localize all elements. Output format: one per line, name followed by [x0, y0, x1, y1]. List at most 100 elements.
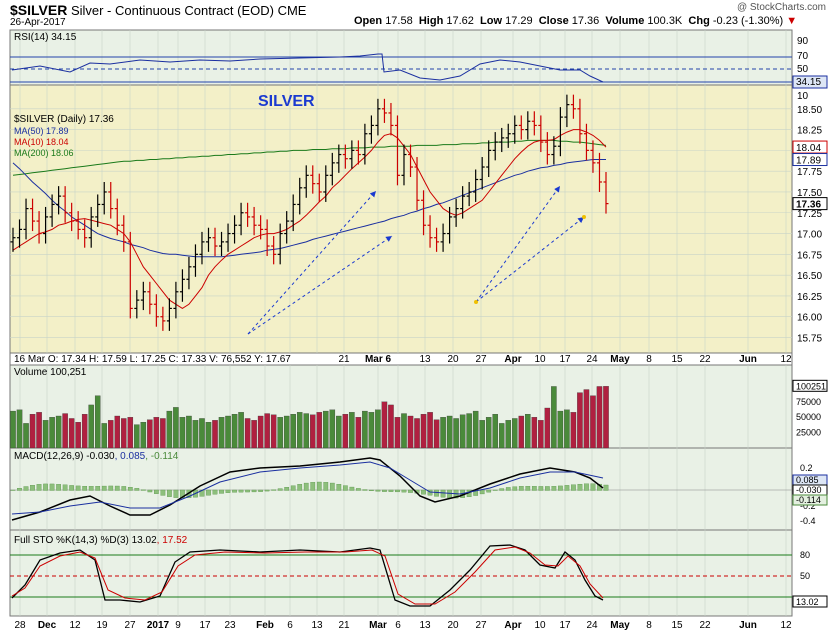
volume-bar	[62, 413, 68, 449]
price-bar	[108, 181, 114, 219]
mid-axis-label: 24	[586, 354, 598, 365]
macd-signal-line	[11, 461, 604, 515]
symbol: $SILVER	[10, 2, 68, 18]
mid-axis-label: 22	[699, 354, 711, 365]
high-label: High	[418, 15, 444, 27]
macd-hist-bar	[310, 482, 316, 491]
macd-hist-bar	[512, 486, 518, 491]
macd-hist-bar	[56, 484, 61, 491]
macd-histogram	[10, 481, 609, 499]
macd-hist-bar	[447, 489, 452, 499]
volume-bar	[205, 422, 212, 449]
high-value: 17.62	[446, 15, 474, 27]
low-label: Low	[480, 15, 503, 27]
volume-tick-label: 25000	[796, 428, 821, 438]
macd-hist-bar	[271, 489, 277, 491]
price-bar	[186, 256, 192, 290]
price-bar	[173, 281, 179, 319]
macd-hist-bar	[388, 489, 394, 492]
volume-bars	[10, 386, 609, 449]
sto-last-box	[792, 595, 828, 608]
ma50-line	[12, 159, 606, 258]
volume-bar	[264, 413, 270, 449]
date-axis-label: 17	[199, 620, 211, 631]
rsi-tick-70: 70	[797, 51, 809, 62]
macd-hist-bar	[499, 488, 505, 491]
volume-bar	[518, 415, 525, 449]
price-bar	[590, 140, 596, 173]
volume-bar	[355, 417, 362, 449]
volume-bar	[329, 409, 336, 449]
date-axis-label: 28	[14, 620, 26, 631]
price-bar	[271, 236, 277, 265]
price-bar	[225, 223, 231, 252]
volume-bar	[583, 389, 590, 449]
macd-hist-bar	[284, 487, 290, 491]
instrument-name: Silver - Continuous Contract (EOD)	[70, 3, 274, 18]
price-bar	[355, 140, 361, 165]
macd-legend-macd: -0.030	[86, 451, 115, 462]
macd-legend: MACD(12,26,9) -0.030, 0.085, -0.114	[14, 451, 179, 462]
volume-bar	[225, 415, 231, 449]
macd-tick-2: -0.2	[800, 501, 816, 511]
macd-hist-bar	[518, 486, 524, 491]
price-bar	[140, 281, 146, 311]
macd-hist-bar	[88, 486, 94, 491]
price-last-label: 18.04	[796, 143, 821, 154]
price-bar	[147, 281, 153, 315]
price-bar	[447, 206, 453, 244]
date-axis-label: 27	[124, 620, 136, 631]
price-bar	[505, 123, 511, 148]
macd-hist-bar	[238, 489, 244, 493]
date-axis-label: 22	[699, 620, 711, 631]
date-axis-label: Jun	[739, 620, 757, 631]
volume-bar	[531, 417, 538, 449]
macd-hist-bar	[264, 489, 270, 492]
volume-bar	[23, 423, 29, 449]
volume-bar	[173, 407, 179, 449]
exchange: CME	[277, 3, 307, 18]
volume-bar	[466, 413, 472, 449]
chart-date: 26-Apr-2017	[10, 17, 66, 28]
volume-bar	[414, 418, 420, 449]
volume-bar	[134, 424, 140, 449]
volume-bar	[160, 418, 166, 449]
macd-hist-bar	[225, 489, 231, 493]
price-tick-label: 17.75	[797, 167, 822, 178]
macd-hist-bar	[277, 488, 283, 491]
volume-bar	[55, 415, 62, 449]
volume-bar	[342, 414, 349, 449]
volume-bar	[596, 386, 603, 449]
price-bar	[460, 186, 466, 219]
volume-bar	[512, 418, 518, 449]
price-legend: $SILVER (Daily) 17.36	[14, 114, 114, 125]
volume-bar	[472, 410, 479, 449]
price-bar	[525, 111, 531, 140]
price-bar	[479, 157, 485, 190]
ma50-legend: MA(50) 17.89	[14, 126, 69, 136]
macd-hist-bar	[356, 488, 361, 491]
macd-hist-bar	[49, 483, 55, 491]
macd-hist-bar	[23, 486, 29, 491]
macd-hist-last: -0.114	[796, 495, 821, 505]
date-axis-label: May	[610, 620, 630, 631]
date-axis-label: 10	[534, 620, 546, 631]
mid-axis-label: 21	[338, 354, 350, 365]
volume-bar	[453, 418, 459, 449]
macd-hist-bar	[564, 485, 570, 491]
macd-hist-bar	[134, 488, 140, 491]
macd-hist-bar	[434, 489, 439, 497]
sto-legend-prefix: Full STO %K(14,3) %D(3)	[14, 535, 132, 546]
rsi-line	[11, 53, 604, 83]
volume-bar	[505, 420, 512, 449]
volume-bar	[140, 422, 147, 449]
date-axis-label: 2017	[147, 620, 170, 631]
price-tick-label: 16.25	[797, 292, 822, 303]
price-bar	[284, 211, 290, 244]
volume-bar	[440, 417, 446, 449]
ma10-legend: MA(10) 18.04	[14, 137, 69, 147]
price-bar	[414, 157, 420, 211]
volume-bar	[349, 412, 355, 449]
macd-legend-hist: , -0.114	[145, 451, 179, 462]
price-bar	[349, 140, 355, 169]
